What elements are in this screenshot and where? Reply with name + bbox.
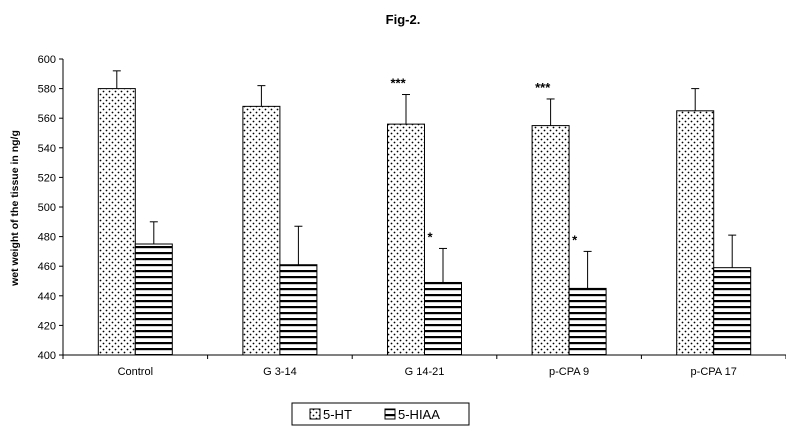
significance-marker: *** (391, 76, 407, 91)
bar-5-ht (97, 88, 136, 356)
bar-5-hiaa (713, 267, 752, 356)
bar-5-hiaa (424, 281, 462, 356)
legend-label-5-hiaa: 5-HIAA (398, 407, 440, 422)
bar-5-ht (531, 125, 570, 356)
axes: 400 420 440 460 480 500 520 540 560 580 600 (38, 54, 786, 362)
significance-marker: * (428, 229, 434, 244)
y-tick-label: 520 (38, 172, 56, 184)
bar-5-ht (387, 123, 425, 356)
bar-5-ht (242, 105, 281, 356)
bar-5-ht (676, 110, 715, 356)
legend-swatch-5-hiaa (384, 408, 396, 420)
legend-label-5-ht: 5-HT (323, 407, 352, 422)
x-tick-label: p-CPA 9 (549, 366, 589, 378)
y-tick-label: 400 (38, 350, 56, 362)
y-tick-label: 480 (38, 232, 56, 244)
legend: 5-HT 5-HIAA (291, 402, 470, 426)
significance-marker: *** (535, 80, 551, 95)
y-axis-label: wet weight of the tissue in ng/g (9, 130, 21, 287)
chart-title: Fig-2. (386, 12, 421, 27)
x-tick-label: G 14-21 (405, 366, 445, 378)
y-tick-label: 580 (38, 84, 56, 96)
y-tick-label: 600 (38, 54, 56, 66)
x-tick-labels: Control G 3-14 G 14-21 p-CPA 9 p-CPA 17 (118, 366, 737, 378)
legend-box (291, 402, 470, 426)
bar-5-hiaa (134, 243, 173, 356)
x-tick-label: G 3-14 (263, 366, 297, 378)
significance-marker: * (572, 232, 578, 247)
y-tick-label: 500 (38, 202, 56, 214)
bars-layer: ******** (97, 70, 752, 356)
y-tick-label: 560 (38, 113, 56, 125)
y-tick-label: 440 (38, 291, 56, 303)
y-tick-label: 460 (38, 261, 56, 273)
bar-5-hiaa (279, 264, 318, 356)
legend-swatch-5-ht (309, 408, 321, 420)
bar-5-hiaa (568, 287, 607, 356)
y-tick-label: 540 (38, 143, 56, 155)
x-tick-label: Control (118, 366, 153, 378)
y-tick-label: 420 (38, 320, 56, 332)
x-tick-label: p-CPA 17 (691, 366, 737, 378)
